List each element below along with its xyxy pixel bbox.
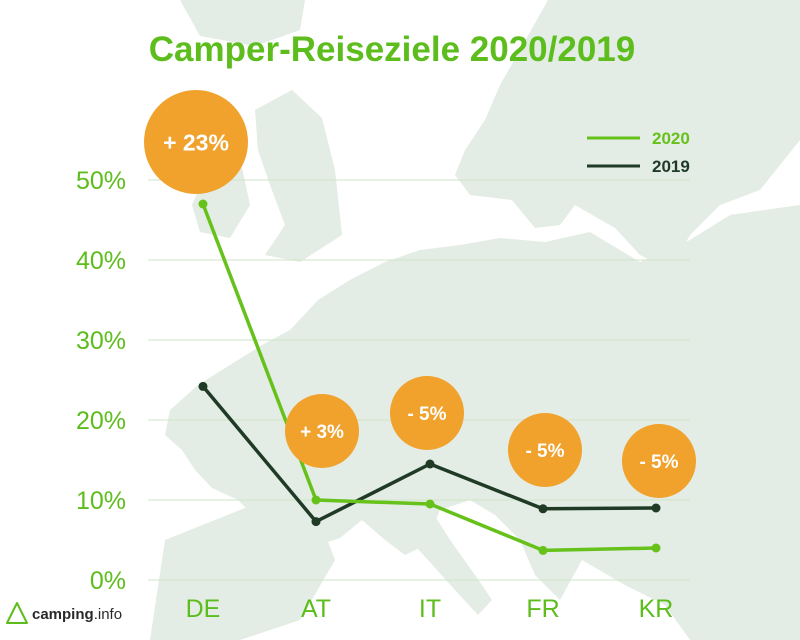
data-point-2019 [198,381,208,391]
x-category-label: KR [639,595,674,623]
y-tick-label: 40% [76,247,126,275]
chart-title: Camper-Reiseziele 2020/2019 [149,30,635,69]
change-badge [144,90,248,194]
change-badge [508,413,582,487]
legend-label-2020: 2020 [652,129,690,148]
change-badges: + 23% + 3% - 5% - 5% - 5% [144,90,696,498]
legend-label-2019: 2019 [652,157,690,176]
series-lines [198,199,661,555]
map-shape-iceland [180,0,305,46]
x-category-label: AT [301,595,331,623]
change-badge [285,394,359,468]
data-point-2019 [425,459,435,469]
x-category-label: DE [186,595,221,623]
data-point-2020 [311,495,321,505]
x-category-label: FR [526,595,559,623]
data-point-2019 [651,503,661,513]
logo-suffix: .info [94,606,122,623]
y-tick-label: 30% [76,327,126,355]
data-point-2020 [425,499,435,509]
y-tick-label: 0% [90,567,126,595]
change-badge [622,424,696,498]
data-point-2020 [198,199,208,209]
europe-map-background [150,0,800,640]
x-category-label: IT [419,595,441,623]
change-badge-label: - 5% [525,441,564,462]
logo-text: camping.info [32,606,122,623]
data-point-2019 [538,504,548,514]
legend: 2020 2019 [587,129,690,176]
map-shape-scandinavia [455,0,800,270]
map-shape-iberia [150,508,335,640]
change-badge-label: + 23% [163,129,229,155]
x-axis-categories: DE AT IT FR KR [186,595,674,623]
y-axis-ticks: 0% 10% 20% 30% 40% 50% [76,167,126,595]
map-shape-italy [395,500,492,615]
y-tick-label: 50% [76,167,126,195]
data-point-2020 [538,545,548,555]
camping-info-logo: camping.info [6,602,122,624]
tent-icon [6,602,28,624]
y-tick-label: 10% [76,487,126,515]
logo-brand: camping [32,606,94,623]
change-badge-label: - 5% [639,452,678,473]
change-badge-label: - 5% [407,404,446,425]
change-badge [390,376,464,450]
map-shape-britain [255,90,342,262]
data-point-2019 [311,517,321,527]
y-tick-label: 20% [76,407,126,435]
data-point-2020 [651,543,661,553]
change-badge-label: + 3% [300,422,344,443]
